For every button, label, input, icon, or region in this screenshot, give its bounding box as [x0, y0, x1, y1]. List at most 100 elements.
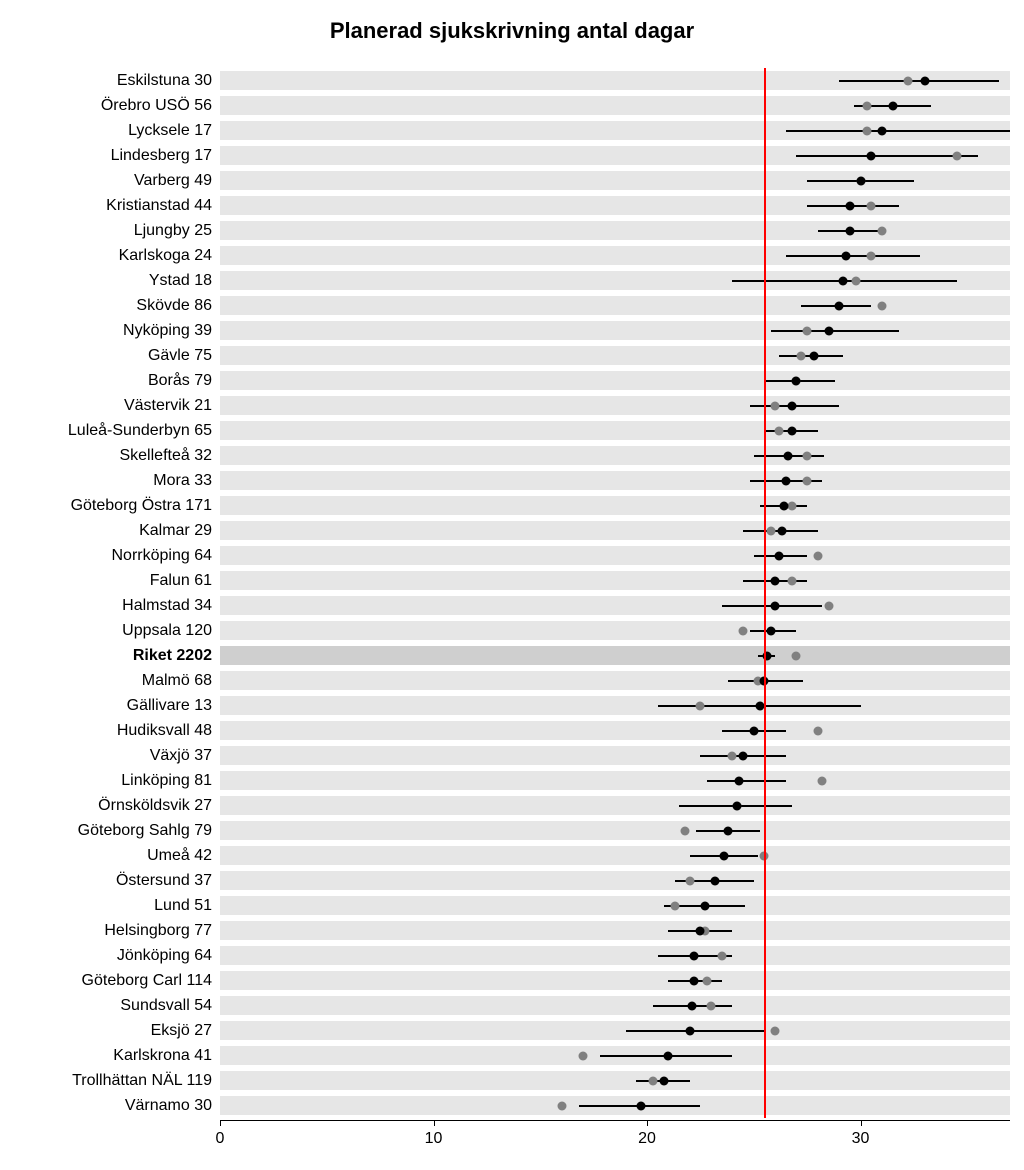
y-axis-label: Eksjö 27 — [151, 1022, 212, 1040]
y-axis-label: Göteborg Carl 114 — [82, 972, 212, 990]
x-tick-label: 10 — [425, 1130, 443, 1148]
row-band — [220, 921, 1010, 940]
y-axis-label: Lycksele 17 — [128, 122, 212, 140]
point-secondary — [788, 501, 797, 510]
point-secondary — [649, 1076, 658, 1085]
point-secondary — [788, 576, 797, 585]
point-secondary — [717, 951, 726, 960]
x-axis — [220, 1120, 1010, 1121]
x-tick-label: 0 — [216, 1130, 225, 1148]
y-axis-label: Göteborg Östra 171 — [71, 497, 212, 515]
point-secondary — [952, 151, 961, 160]
point-secondary — [557, 1101, 566, 1110]
point-primary — [835, 301, 844, 310]
y-axis-label: Sundsvall 54 — [120, 997, 212, 1015]
point-primary — [788, 401, 797, 410]
confidence-interval — [626, 1030, 765, 1032]
row-band — [220, 721, 1010, 740]
y-axis-label: Uppsala 120 — [122, 622, 212, 640]
point-primary — [711, 876, 720, 885]
y-axis-label: Hudiksvall 48 — [117, 722, 212, 740]
point-primary — [766, 626, 775, 635]
point-primary — [779, 501, 788, 510]
row-band — [220, 796, 1010, 815]
x-tick — [861, 1120, 862, 1126]
point-primary — [888, 101, 897, 110]
point-primary — [783, 451, 792, 460]
y-axis-label: Varberg 49 — [134, 172, 212, 190]
y-axis-label: Lund 51 — [154, 897, 212, 915]
row-band — [220, 496, 1010, 515]
point-secondary — [877, 301, 886, 310]
point-primary — [845, 226, 854, 235]
y-axis-label: Karlskoga 24 — [119, 247, 212, 265]
confidence-interval — [796, 155, 977, 157]
point-primary — [920, 76, 929, 85]
plot-area: Eskilstuna 30Örebro USÖ 56Lycksele 17Lin… — [220, 60, 1010, 1120]
point-primary — [781, 476, 790, 485]
point-secondary — [739, 626, 748, 635]
point-secondary — [813, 726, 822, 735]
y-axis-label: Värnamo 30 — [125, 1097, 212, 1115]
y-axis-label: Växjö 37 — [150, 747, 212, 765]
point-primary — [664, 1051, 673, 1060]
x-tick — [647, 1120, 648, 1126]
point-primary — [775, 551, 784, 560]
row-band — [220, 221, 1010, 240]
row-band — [220, 371, 1010, 390]
confidence-interval — [786, 255, 921, 257]
point-secondary — [792, 651, 801, 660]
point-secondary — [867, 251, 876, 260]
y-axis-label: Skellefteå 32 — [119, 447, 212, 465]
point-primary — [771, 601, 780, 610]
confidence-interval — [786, 130, 1010, 132]
row-band — [220, 696, 1010, 715]
point-primary — [636, 1101, 645, 1110]
point-primary — [845, 201, 854, 210]
confidence-interval — [707, 780, 786, 782]
row-band — [220, 671, 1010, 690]
row-band — [220, 546, 1010, 565]
row-band — [220, 1071, 1010, 1090]
row-band — [220, 571, 1010, 590]
point-primary — [788, 426, 797, 435]
x-tick-label: 20 — [638, 1130, 656, 1148]
y-axis-label: Linköping 81 — [121, 772, 212, 790]
y-axis-label: Jönköping 64 — [117, 947, 212, 965]
y-axis-label: Luleå-Sunderbyn 65 — [68, 422, 212, 440]
row-band — [220, 621, 1010, 640]
point-primary — [771, 576, 780, 585]
point-secondary — [803, 476, 812, 485]
point-secondary — [818, 776, 827, 785]
point-secondary — [862, 101, 871, 110]
y-axis-label: Skövde 86 — [136, 297, 212, 315]
row-band — [220, 946, 1010, 965]
row-band — [220, 421, 1010, 440]
y-axis-label: Göteborg Sahlg 79 — [78, 822, 212, 840]
y-axis-label: Norrköping 64 — [112, 547, 213, 565]
point-secondary — [803, 451, 812, 460]
y-axis-label: Kalmar 29 — [139, 522, 212, 540]
y-axis-label: Östersund 37 — [116, 872, 212, 890]
y-axis-label: Riket 2202 — [133, 647, 212, 665]
point-secondary — [852, 276, 861, 285]
row-band — [220, 971, 1010, 990]
point-primary — [696, 926, 705, 935]
row-band — [220, 996, 1010, 1015]
point-secondary — [696, 701, 705, 710]
point-secondary — [702, 976, 711, 985]
row-band-highlight — [220, 646, 1010, 665]
point-secondary — [685, 876, 694, 885]
point-primary — [719, 851, 728, 860]
y-axis-label: Helsingborg 77 — [104, 922, 212, 940]
point-primary — [734, 776, 743, 785]
row-band — [220, 471, 1010, 490]
point-primary — [687, 1001, 696, 1010]
point-secondary — [771, 401, 780, 410]
row-band — [220, 821, 1010, 840]
point-primary — [856, 176, 865, 185]
point-secondary — [824, 601, 833, 610]
point-primary — [685, 1026, 694, 1035]
y-axis-label: Gävle 75 — [148, 347, 212, 365]
point-primary — [824, 326, 833, 335]
